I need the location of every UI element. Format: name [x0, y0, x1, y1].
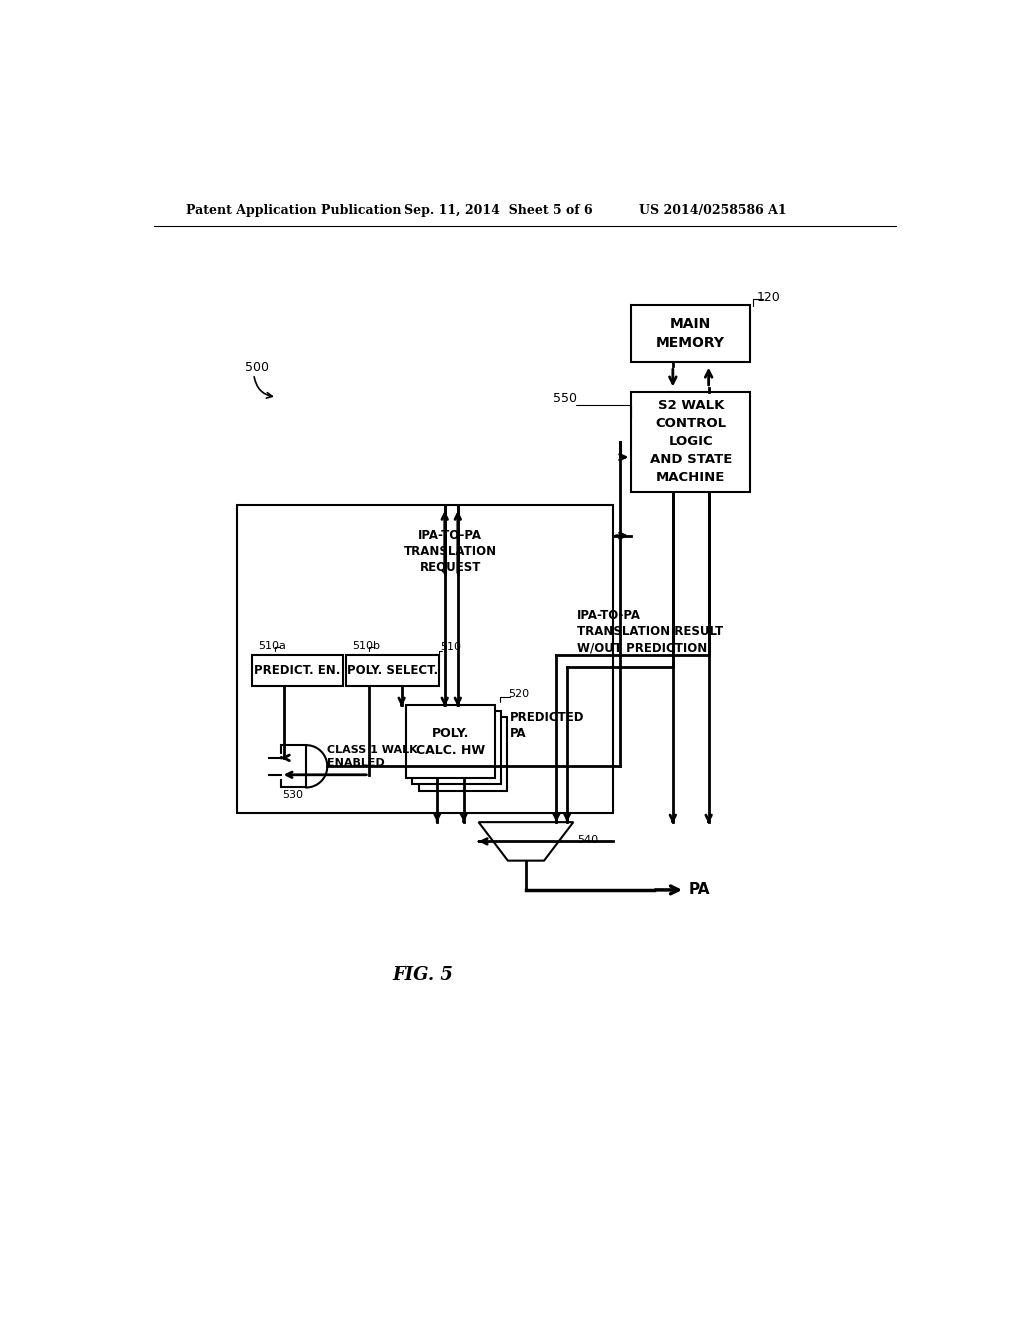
Text: 510b: 510b [352, 640, 380, 651]
Bar [252, 655, 343, 686]
PathPatch shape [478, 822, 573, 861]
Bar [419, 718, 507, 791]
Bar [237, 506, 612, 813]
Bar [631, 392, 751, 492]
Text: PA: PA [689, 882, 711, 898]
Text: 530: 530 [283, 791, 303, 800]
Text: 510a: 510a [258, 640, 287, 651]
Text: 540: 540 [578, 834, 598, 845]
Text: POLY. SELECT.: POLY. SELECT. [347, 664, 438, 677]
Text: 120: 120 [757, 290, 780, 304]
Text: US 2014/0258586 A1: US 2014/0258586 A1 [639, 205, 786, 218]
Text: PREDICT. EN.: PREDICT. EN. [254, 664, 341, 677]
Text: S2 WALK
CONTROL
LOGIC
AND STATE
MACHINE: S2 WALK CONTROL LOGIC AND STATE MACHINE [649, 399, 732, 484]
Text: 550: 550 [553, 392, 577, 405]
Text: POLY.
CALC. HW: POLY. CALC. HW [416, 727, 485, 756]
Text: PREDICTED
PA: PREDICTED PA [510, 711, 585, 741]
Bar [407, 705, 495, 779]
Text: Sep. 11, 2014  Sheet 5 of 6: Sep. 11, 2014 Sheet 5 of 6 [403, 205, 593, 218]
Bar [631, 305, 751, 363]
Text: FIG. 5: FIG. 5 [393, 966, 454, 983]
Text: Patent Application Publication: Patent Application Publication [186, 205, 401, 218]
PathPatch shape [281, 744, 306, 788]
Bar [346, 655, 438, 686]
Text: 520: 520 [508, 689, 529, 698]
Text: IPA-TO-PA
TRANSLATION
REQUEST: IPA-TO-PA TRANSLATION REQUEST [403, 528, 497, 574]
Text: 510: 510 [440, 643, 461, 652]
Text: MAIN
MEMORY: MAIN MEMORY [656, 317, 725, 350]
Text: CLASS 1 WALK
ENABLED: CLASS 1 WALK ENABLED [327, 744, 418, 767]
Text: 500: 500 [245, 362, 268, 375]
Text: IPA-TO-PA
TRANSLATION RESULT
W/OUT PREDICTION: IPA-TO-PA TRANSLATION RESULT W/OUT PREDI… [578, 610, 723, 655]
Bar [413, 711, 501, 784]
